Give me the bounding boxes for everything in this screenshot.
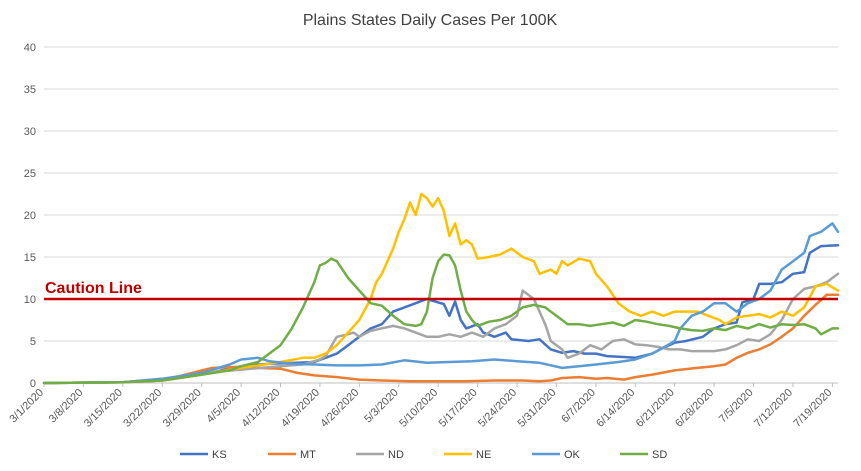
series-line-ne [42, 192, 840, 385]
y-tick-label: 20 [24, 210, 36, 222]
series-line-ok [42, 222, 840, 385]
legend-label-mt: MT [300, 449, 316, 461]
y-tick-label: 35 [24, 84, 36, 96]
y-tick-label: 0 [30, 378, 36, 390]
series-line-mt [42, 293, 840, 385]
y-axis-ticks: 0 5 10 15 20 25 30 35 40 [24, 42, 36, 390]
series-line-ks [42, 243, 840, 385]
legend: KS MT ND NE OK SD [180, 449, 667, 461]
caution-annotation: Caution Line [44, 280, 838, 301]
y-tick-label: 30 [24, 126, 36, 138]
caution-line-label: Caution Line [45, 280, 142, 297]
y-tick-label: 10 [24, 294, 36, 306]
legend-label-sd: SD [652, 449, 667, 461]
legend-label-ks: KS [212, 449, 227, 461]
series-line-sd [42, 253, 840, 385]
y-tick-label: 25 [24, 168, 36, 180]
legend-label-ok: OK [564, 449, 581, 461]
chart-title: Plains States Daily Cases Per 100K [303, 12, 558, 29]
y-tick-label: 40 [24, 42, 36, 54]
legend-label-ne: NE [476, 449, 491, 461]
legend-label-nd: ND [388, 449, 404, 461]
y-tick-label: 5 [30, 336, 36, 348]
y-tick-label: 15 [24, 252, 36, 264]
